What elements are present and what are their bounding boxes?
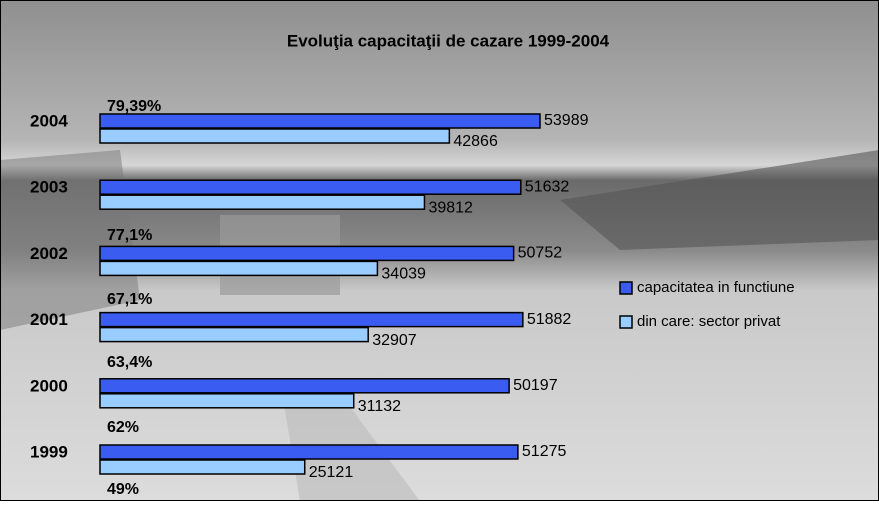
value-label: 42866 [453, 133, 498, 150]
y-tick-label: 1999 [30, 442, 68, 461]
annotation: 62% [107, 419, 139, 436]
value-label: 50752 [518, 245, 563, 262]
bar [99, 444, 519, 460]
legend-swatch [619, 281, 633, 295]
legend-swatch [619, 315, 633, 329]
chart-title: Evoluţia capacitaţii de cazare 1999-2004 [287, 31, 610, 50]
bar [99, 459, 306, 475]
value-label: 39812 [428, 199, 473, 216]
y-tick-label: 2000 [30, 376, 68, 395]
annotation: 67,1% [107, 291, 152, 308]
path [280, 380, 420, 501]
bar [99, 128, 451, 144]
annotation: 77,1% [107, 227, 152, 244]
y-tick-label: 2002 [30, 244, 68, 263]
bar [99, 311, 524, 328]
y-tick-label: 2003 [30, 178, 68, 197]
value-label: 51275 [522, 443, 567, 460]
annotation: 63,4% [107, 354, 152, 371]
value-label: 25121 [309, 464, 354, 481]
bar [99, 393, 355, 409]
bar [99, 326, 369, 343]
value-label: 31132 [358, 398, 401, 415]
y-tick-label: 2001 [30, 310, 68, 329]
annotation: 49% [107, 481, 139, 498]
bar [99, 245, 515, 262]
value-label: 51632 [525, 178, 570, 195]
legend-label: capacitatea in functiune [637, 279, 795, 296]
value-label: 50197 [513, 377, 558, 394]
value-label: 53989 [544, 112, 589, 129]
annotation: 79,39% [107, 98, 161, 115]
bar [99, 113, 541, 129]
bar [99, 260, 379, 277]
value-label: 34039 [381, 266, 426, 283]
value-label: 51882 [527, 311, 572, 328]
value-label: 32907 [372, 332, 417, 349]
treeline [560, 150, 879, 250]
y-tick-label: 2004 [30, 111, 68, 130]
bar [99, 179, 522, 195]
legend-label: din care: sector privat [637, 313, 781, 330]
bar [99, 194, 426, 210]
bar [99, 378, 510, 394]
